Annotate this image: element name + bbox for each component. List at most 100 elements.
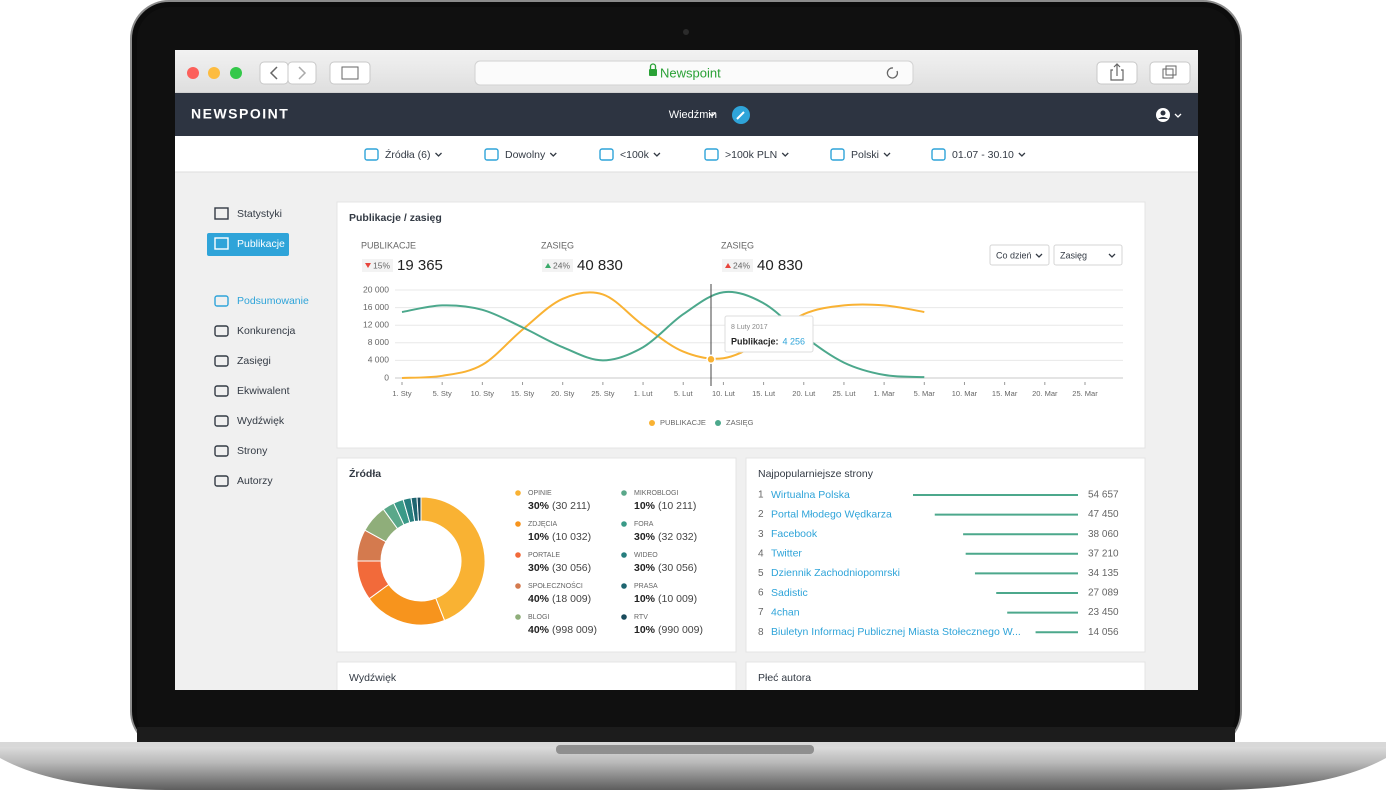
legend-label: PUBLIKACJE	[660, 418, 706, 427]
stat-value: 40 830	[757, 257, 803, 274]
filter[interactable]: 01.07 - 30.10	[952, 149, 1014, 161]
x-tick-label: 20. Mar	[1032, 389, 1058, 398]
legend-label: RTV	[634, 614, 648, 621]
address-bar[interactable]	[474, 60, 914, 86]
trend-badge	[542, 259, 573, 272]
legend-dot	[515, 521, 521, 527]
legend-dot	[621, 583, 627, 589]
user-icon	[1160, 110, 1166, 116]
filter[interactable]: <100k	[620, 149, 650, 161]
legend-count: (30 211)	[552, 500, 590, 512]
nav-item[interactable]: Wydźwięk	[237, 415, 285, 427]
filter[interactable]: Źródła (6)	[385, 148, 431, 161]
rank: 1	[758, 490, 764, 501]
close-button[interactable]	[187, 67, 199, 79]
reload-icon[interactable]	[886, 67, 899, 79]
legend-count: (18 009)	[552, 593, 591, 605]
filter-icon	[931, 148, 946, 161]
page-link[interactable]: Portal Młodego Wędkarza	[771, 508, 892, 520]
address-text: Newspoint	[660, 65, 721, 80]
nav-item[interactable]: Autorzy	[237, 475, 273, 487]
page-link[interactable]: Twitter	[771, 548, 802, 560]
legend-count: (30 056)	[552, 562, 591, 574]
legend-dot	[621, 490, 627, 496]
filter[interactable]: Polski	[851, 149, 879, 161]
nav-item[interactable]: Zasięgi	[237, 355, 271, 367]
nav-item[interactable]: Podsumowanie	[237, 295, 309, 307]
card-title: Najpopularniejsze strony	[758, 468, 874, 480]
page-value: 27 089	[1088, 588, 1119, 599]
back-button[interactable]	[259, 61, 289, 85]
legend-label: PRASA	[634, 583, 658, 590]
x-tick-label: 25. Mar	[1072, 389, 1098, 398]
legend-dot	[515, 490, 521, 496]
legend-label: OPINIE	[528, 490, 552, 497]
donut-slice	[420, 496, 486, 622]
dropdown[interactable]	[989, 244, 1050, 266]
y-tick-label: 12 000	[363, 319, 389, 329]
legend-dot	[621, 552, 627, 558]
legend-label: BLOGI	[528, 614, 549, 621]
page-value: 47 450	[1088, 509, 1119, 520]
nav-icon	[214, 385, 229, 397]
tooltip-label: Publikacje:	[731, 336, 779, 346]
maximize-button[interactable]	[230, 67, 242, 79]
page-link[interactable]: Dziennik Zachodniopomrski	[771, 567, 900, 579]
page-value: 54 657	[1088, 490, 1119, 501]
edit-icon	[736, 111, 745, 120]
page-link[interactable]: Facebook	[771, 528, 818, 540]
x-tick-label: 15. Mar	[992, 389, 1018, 398]
legend-label: ZDJĘCIA	[528, 521, 558, 528]
tabs-button[interactable]	[1149, 61, 1191, 85]
user-icon	[1158, 117, 1168, 119]
trend-arrow	[545, 263, 551, 268]
tabs-icon	[1162, 68, 1174, 79]
legend-count: (32 032)	[658, 531, 697, 543]
nav-icon	[214, 445, 229, 457]
legend-label: MIKROBLOGI	[634, 490, 678, 497]
screen-mask	[175, 690, 1198, 727]
nav-icon	[214, 325, 229, 337]
page-link[interactable]: 4chan	[771, 606, 800, 618]
logo[interactable]: NEWSPOINT	[191, 106, 289, 122]
legend-percent: 30%	[634, 562, 656, 574]
page-link[interactable]: Sadistic	[771, 587, 808, 599]
forward-button[interactable]	[287, 61, 317, 85]
legend-count: (10 009)	[658, 593, 697, 605]
chevron	[781, 152, 789, 157]
nav-item[interactable]: Konkurencja	[237, 325, 296, 337]
dropdown[interactable]	[1053, 244, 1123, 266]
page-link[interactable]: Biuletyn Informacj Publicznej Miasta Sto…	[771, 626, 1021, 638]
rank: 3	[758, 529, 764, 540]
minimize-button[interactable]	[208, 67, 220, 79]
filter-icon	[364, 148, 379, 161]
legend-dot	[621, 521, 627, 527]
series-line	[401, 290, 925, 379]
legend-percent: 40%	[528, 593, 550, 605]
legend-dot	[515, 614, 521, 620]
x-tick-label: 20. Sty	[551, 389, 575, 398]
base-edge	[0, 742, 1386, 747]
filter[interactable]: Dowolny	[505, 149, 546, 161]
stat-value: 40 830	[577, 257, 623, 274]
rank: 7	[758, 607, 764, 618]
filter[interactable]: >100k PLN	[725, 149, 777, 161]
sidebar-button[interactable]	[329, 61, 371, 85]
camera	[683, 29, 689, 35]
trend-arrow	[725, 263, 731, 268]
chevron	[1174, 113, 1182, 118]
x-tick-label: 25. Lut	[832, 389, 856, 398]
stat-value: 19 365	[397, 257, 443, 274]
nav-item[interactable]: Publikacje	[237, 238, 285, 250]
project-name[interactable]: Wiedźmin	[669, 109, 717, 121]
nav-item[interactable]: Ekwiwalent	[237, 385, 290, 397]
x-tick-label: 5. Lut	[674, 389, 694, 398]
rank: 4	[758, 548, 764, 559]
page-value: 38 060	[1088, 529, 1119, 540]
card-title: Źródła	[349, 467, 381, 480]
card-title: Wydźwięk	[349, 672, 397, 684]
nav-item[interactable]: Strony	[237, 445, 268, 457]
nav-item[interactable]: Statystyki	[237, 208, 282, 220]
page-link[interactable]: Wirtualna Polska	[771, 489, 850, 501]
